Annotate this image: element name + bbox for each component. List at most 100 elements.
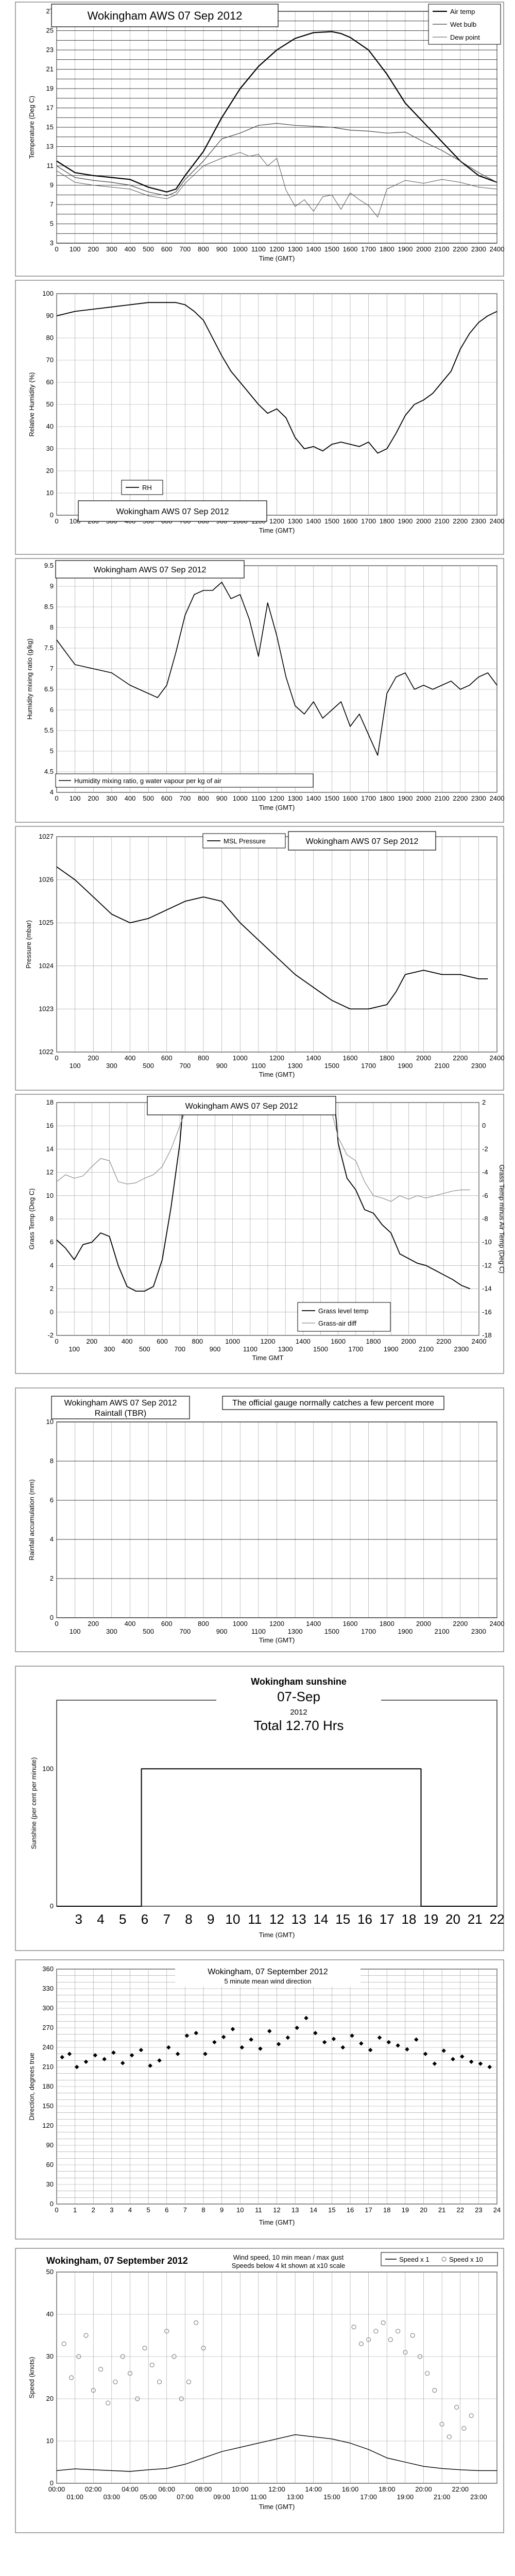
mixing-x-tick-label: 1300 <box>288 794 303 802</box>
mixing-x-axis-label: Time (GMT) <box>259 804 295 811</box>
pressure-legend: MSL Pressure <box>202 833 286 849</box>
rh-x-tick-label: 1500 <box>324 517 339 525</box>
temp-y-tick-label: 15 <box>46 123 54 131</box>
pressure-chart-title: Wokingham AWS 07 Sep 2012 <box>306 837 419 846</box>
winddir-x-tick-label: 24 <box>493 2206 501 2214</box>
temp-x-tick-label: 100 <box>70 245 81 253</box>
rain-x-tick-label: 1100 <box>251 1628 266 1635</box>
windspeed-x10-point <box>120 2354 125 2359</box>
pressure-title-box <box>288 831 436 851</box>
mixing-legend: Humidity mixing ratio, g water vapour pe… <box>55 773 314 788</box>
mixing-x-tick-label: 400 <box>125 794 136 802</box>
rain-y-tick-label: 6 <box>50 1496 54 1504</box>
windspeed-x-tick-label: 07:00 <box>177 2493 194 2501</box>
sun-x-tick-label: 4 <box>97 1911 104 1927</box>
rh-x-tick-label: 1800 <box>380 517 394 525</box>
rain-x-tick-label: 500 <box>143 1628 154 1635</box>
grass-x-tick-label: 1100 <box>243 1345 258 1353</box>
windspeed-x10-point <box>447 2434 452 2439</box>
rh-x-tick-label: 2000 <box>416 517 431 525</box>
windspeed-x-tick-label: 12:00 <box>268 2485 285 2493</box>
grass-x-tick-label: 2100 <box>419 1345 434 1353</box>
windspeed-x10-point <box>461 2426 467 2431</box>
temp-x-tick-label: 1300 <box>288 245 303 253</box>
temp-y-axis-label: Temperature (Deg C) <box>28 96 36 159</box>
windspeed-chart-subtitle2: Speeds below 4 kt shown at x10 scale <box>232 2262 345 2269</box>
grass-y-tick-label: 2 <box>50 1285 54 1293</box>
winddir-x-tick-label: 11 <box>255 2206 262 2214</box>
pressure-y-tick-label: 1025 <box>39 919 54 926</box>
sun-x-tick-label: 11 <box>248 1911 262 1927</box>
grass-y-tick-label: 10 <box>46 1192 54 1199</box>
windspeed-x-tick-label: 08:00 <box>195 2485 212 2493</box>
temp-x-tick-label: 1500 <box>324 245 339 253</box>
pressure-y-axis-label: Pressure (mbar) <box>25 920 32 969</box>
sun-x-tick-label: 14 <box>314 1911 329 1927</box>
legend-label-speed-x10: Speed x 10 <box>449 2256 483 2263</box>
rain-x-tick-label: 1700 <box>361 1628 376 1635</box>
winddir-x-tick-label: 16 <box>347 2206 354 2214</box>
windspeed-x10-point <box>91 2388 96 2393</box>
sun-x-tick-label: 22 <box>490 1911 505 1927</box>
windspeed-x-tick-label: 03:00 <box>104 2493 121 2501</box>
pressure-x-tick-label: 2300 <box>471 1062 486 1070</box>
pressure-x-tick-label: 2100 <box>435 1062 450 1070</box>
rain-x-tick-label: 2400 <box>490 1620 505 1628</box>
grass-x-tick-label: 600 <box>157 1337 168 1345</box>
rain-y-tick-label: 10 <box>46 1418 54 1426</box>
rain-x-tick-label: 700 <box>180 1628 191 1635</box>
grass-legend: Grass level temp Grass-air diff <box>297 1302 391 1332</box>
temp-y-tick-label: 5 <box>50 220 54 228</box>
windspeed-x-tick-label: 06:00 <box>158 2485 175 2493</box>
winddir-x-tick-label: 8 <box>201 2206 205 2214</box>
pressure-x-tick-label: 1600 <box>343 1054 358 1062</box>
windspeed-x10-point <box>68 2375 74 2380</box>
winddir-x-tick-label: 4 <box>128 2206 132 2214</box>
humidity-title-box <box>78 500 267 522</box>
legend-label-rh: RH <box>142 484 152 492</box>
legend-label-pressure: MSL Pressure <box>224 837 266 845</box>
grass-y-axis-label: Grass Temp (Deg C) <box>28 1189 36 1250</box>
windspeed-x-tick-label: 15:00 <box>323 2493 340 2501</box>
pressure-x-tick-label: 1000 <box>233 1054 248 1062</box>
grass-x-tick-label: 2400 <box>472 1337 487 1345</box>
temp-y-tick-label: 23 <box>46 46 54 54</box>
windspeed-x-tick-label: 16:00 <box>342 2485 359 2493</box>
windspeed-x10-point <box>201 2346 206 2351</box>
mixing-x-tick-label: 2300 <box>471 794 486 802</box>
sun-plot-frame <box>56 1700 497 1907</box>
windspeed-x10-point <box>83 2333 89 2338</box>
windspeed-x-tick-label: 10:00 <box>232 2485 249 2493</box>
pressure-y-tick-label: 1022 <box>39 1048 54 1056</box>
rh-x-tick-label: 1300 <box>288 517 303 525</box>
mixing-x-tick-label: 1700 <box>361 794 376 802</box>
legend-swatch-speed-x10 <box>441 2257 447 2262</box>
windspeed-x-tick-label: 17:00 <box>360 2493 377 2501</box>
legend-label-mixing: Humidity mixing ratio, g water vapour pe… <box>74 777 222 785</box>
temp-x-tick-label: 300 <box>106 245 117 253</box>
mixing-y-tick-label: 9.5 <box>44 562 54 569</box>
mixing-x-tick-label: 1000 <box>233 794 248 802</box>
sun-chart-total: Total 12.70 Hrs <box>254 1718 344 1733</box>
sun-x-tick-label: 8 <box>185 1911 192 1927</box>
rain-x-tick-label: 200 <box>88 1620 99 1628</box>
rain-x-tick-label: 400 <box>125 1620 136 1628</box>
winddir-y-tick-label: 60 <box>46 2161 54 2168</box>
windspeed-x-tick-label: 01:00 <box>66 2493 83 2501</box>
windspeed-x10-point <box>351 2325 356 2330</box>
windspeed-x10-point <box>61 2341 66 2346</box>
windspeed-x10-point <box>373 2329 379 2334</box>
pressure-y-tick-label: 1023 <box>39 1005 54 1012</box>
sun-chart-date: 07-Sep <box>277 1689 320 1704</box>
windspeed-x-tick-label: 13:00 <box>287 2493 304 2501</box>
rh-x-tick-label: 1200 <box>269 517 284 525</box>
winddir-x-tick-label: 19 <box>402 2206 409 2214</box>
windspeed-x-tick-label: 14:00 <box>305 2485 322 2493</box>
rain-x-tick-label: 2200 <box>453 1620 468 1628</box>
sun-y-tick-label: 0 <box>50 1902 54 1910</box>
temperature-chart-title: Wokingham AWS 07 Sep 2012 <box>88 9 243 22</box>
windspeed-x-axis-label: Time (GMT) <box>259 2503 295 2511</box>
rh-x-tick-label: 2100 <box>435 517 450 525</box>
pressure-x-tick-label: 100 <box>70 1062 81 1070</box>
